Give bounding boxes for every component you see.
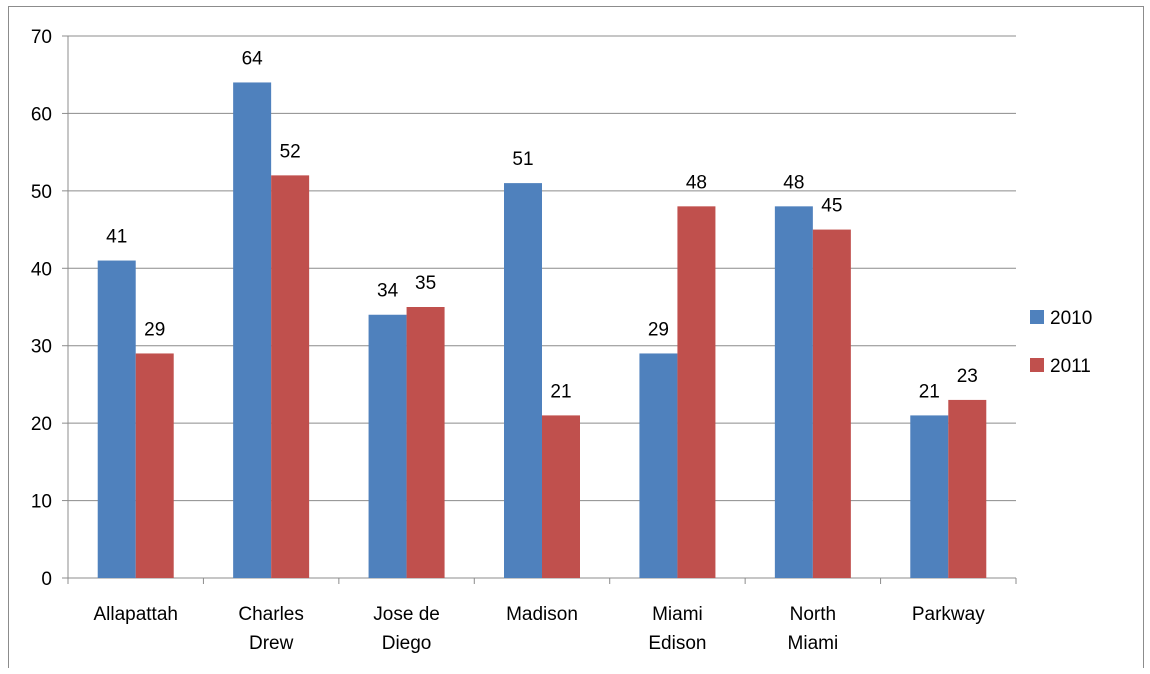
bar-2010-1 [233, 82, 272, 578]
category-label: Charles [238, 604, 303, 625]
bar-2011-5 [812, 229, 851, 579]
data-label: 52 [280, 141, 301, 162]
bar-2010-0 [97, 260, 136, 578]
data-label: 48 [686, 172, 707, 193]
y-tick-label: 30 [31, 337, 52, 358]
y-tick-label: 60 [31, 104, 52, 125]
bar-2011-0 [135, 353, 174, 578]
y-tick-label: 40 [31, 259, 52, 280]
y-tick-label: 50 [31, 182, 52, 203]
category-label: Parkway [912, 604, 985, 625]
data-label: 35 [415, 273, 436, 294]
category-label: Diego [382, 633, 432, 654]
bar-2010-4 [639, 353, 678, 578]
category-label: Miami [788, 633, 839, 654]
bar-2011-3 [542, 415, 580, 578]
bar-2010-6 [910, 415, 949, 578]
bar-2011-2 [406, 307, 445, 578]
chart-frame [8, 6, 1144, 668]
category-label: Madison [506, 604, 578, 625]
category-label: Jose de [373, 604, 440, 625]
data-label: 29 [648, 319, 669, 340]
category-label: North [790, 604, 836, 625]
category-label: Drew [249, 633, 294, 654]
data-label: 29 [144, 319, 165, 340]
y-tick-label: 0 [41, 569, 52, 590]
bar-2011-4 [677, 206, 716, 579]
data-label: 48 [783, 172, 804, 193]
data-label: 23 [957, 366, 978, 387]
legend-label: 2010 [1050, 308, 1092, 329]
data-label: 45 [821, 196, 842, 217]
category-label: Miami [652, 604, 703, 625]
category-label: Edison [648, 633, 706, 654]
y-tick-label: 20 [31, 414, 52, 435]
category-label: Allapattah [93, 604, 178, 625]
bar-2011-6 [948, 399, 987, 578]
bar-2011-1 [271, 175, 310, 578]
bar-2010-2 [368, 314, 407, 578]
data-label: 21 [919, 381, 940, 402]
bar-2010-3 [504, 183, 542, 578]
y-tick-label: 10 [31, 492, 52, 513]
bar-2010-5 [774, 206, 813, 579]
y-tick-label: 70 [31, 27, 52, 48]
data-label: 51 [512, 149, 533, 170]
legend-label: 2011 [1050, 356, 1091, 377]
data-label: 41 [106, 227, 127, 248]
data-label: 34 [377, 281, 399, 302]
data-label: 21 [550, 381, 571, 402]
legend-swatch-2010 [1030, 310, 1044, 324]
data-label: 64 [242, 48, 264, 69]
legend-swatch-2011 [1030, 358, 1044, 372]
